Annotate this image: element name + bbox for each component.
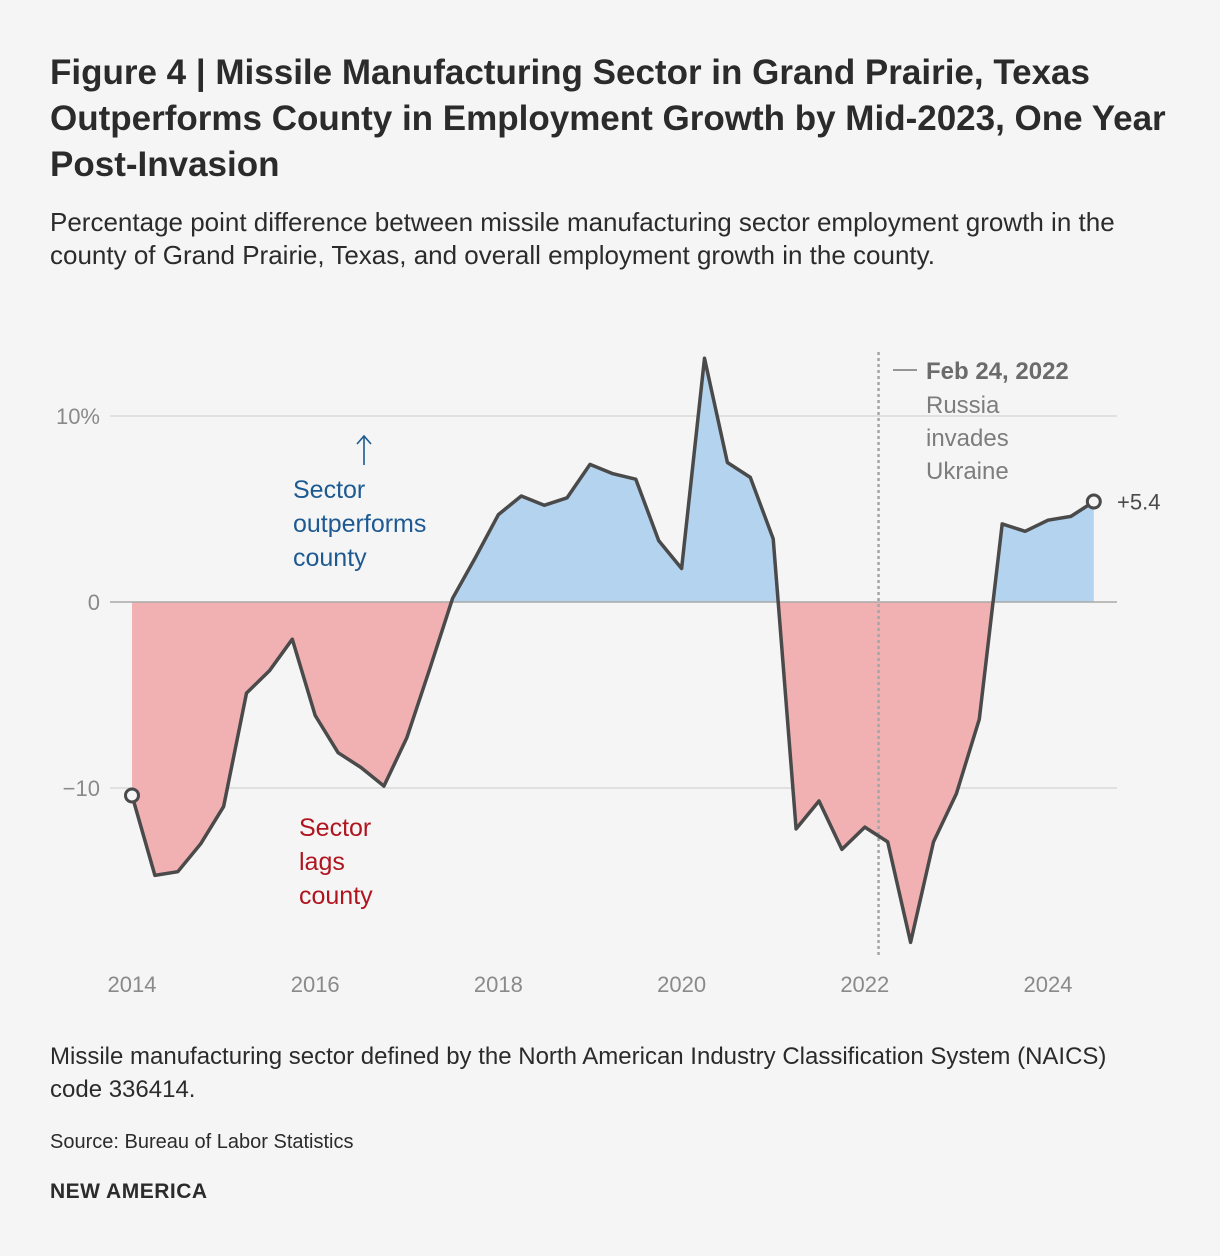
x-tick-label: 2022 <box>840 972 889 997</box>
negative-area <box>132 602 452 876</box>
chart: Feb 24, 2022 Russia invades Ukraine +5.4 10… <box>56 352 1160 997</box>
y-tick-label: −10 <box>63 776 100 801</box>
positive-annotation-line: outperforms <box>293 510 426 538</box>
footnote: Missile manufacturing sector defined by … <box>50 1043 1107 1103</box>
end-point-marker <box>1085 493 1102 510</box>
event-date-label: Feb 24, 2022 <box>926 358 1069 385</box>
brand-logo: NEW AMERICA <box>50 1180 208 1203</box>
positive-area <box>451 358 779 602</box>
x-tick-label: 2020 <box>657 972 706 997</box>
start-point-marker <box>124 787 140 804</box>
event-description-line: Russia <box>926 392 1000 419</box>
x-tick-label: 2024 <box>1024 972 1073 997</box>
event-description-line: invades <box>926 425 1009 452</box>
y-tick-label: 10% <box>56 404 100 429</box>
source-note: Source: Bureau of Labor Statistics <box>50 1131 354 1153</box>
event-layer: Feb 24, 2022 Russia invades Ukraine <box>877 352 1069 955</box>
event-description-line: Ukraine <box>926 458 1009 485</box>
negative-annotation-line: lags <box>299 848 345 876</box>
chart-title: Figure 4 | Missile Manufacturing Sector … <box>50 53 1166 184</box>
y-tick-label: 0 <box>88 590 100 615</box>
x-tick-layer: 2014 2016 2018 2020 2022 2024 <box>108 972 1073 997</box>
positive-area <box>993 501 1094 602</box>
up-arrow-head-icon <box>356 434 372 445</box>
positive-annotation-line: Sector <box>293 476 365 504</box>
negative-area <box>778 602 993 943</box>
end-value-label: +5.4 <box>1117 490 1160 515</box>
marker-layer: +5.4 <box>124 490 1160 804</box>
line-layer <box>130 356 1095 945</box>
positive-annotation-line: county <box>293 544 367 572</box>
x-tick-label: 2016 <box>291 972 340 997</box>
x-tick-label: 2018 <box>474 972 523 997</box>
annotation-layer: Sector outperforms county Sector lags county <box>293 434 426 910</box>
area-layer <box>132 358 1094 943</box>
data-line <box>130 356 1095 945</box>
y-tick-layer: 10% 0 −10 <box>56 404 100 801</box>
negative-annotation-line: county <box>299 882 373 910</box>
negative-annotation-line: Sector <box>299 814 371 842</box>
x-tick-label: 2014 <box>108 972 157 997</box>
chart-subtitle: Percentage point difference between miss… <box>50 207 1115 270</box>
